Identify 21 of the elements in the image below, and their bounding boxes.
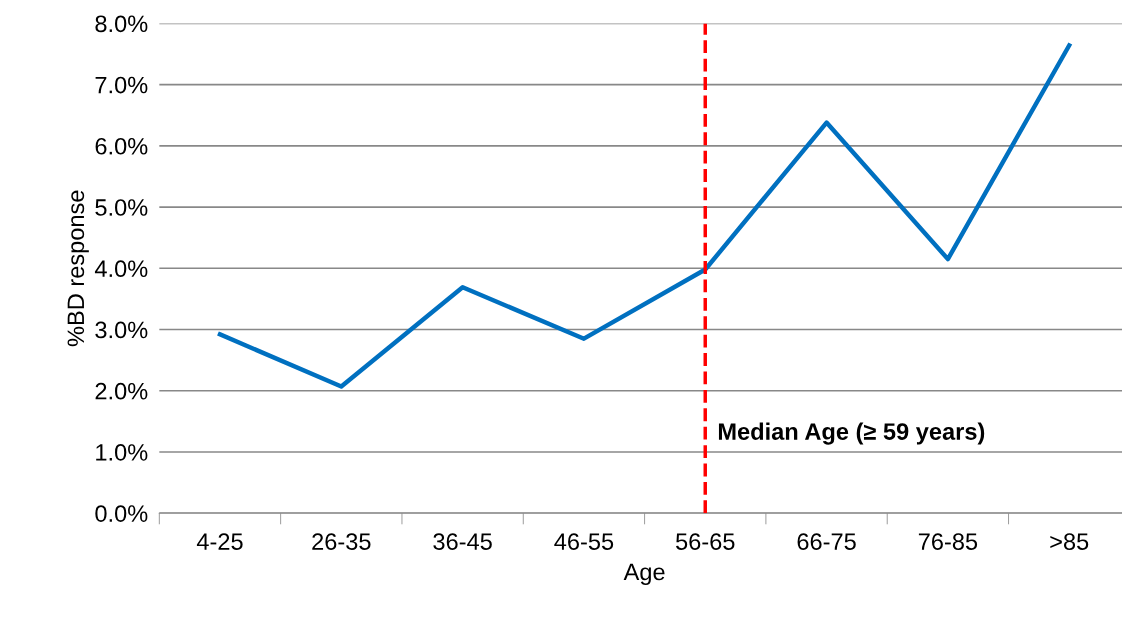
x-tick-label: 56-65 — [676, 533, 735, 550]
y-tick-label: 0.0% — [95, 505, 148, 522]
x-tick-label: 36-45 — [433, 533, 492, 550]
x-axis-title: Age — [623, 563, 665, 585]
x-tick-label: 66-75 — [797, 533, 856, 550]
y-tick-label: 1.0% — [96, 444, 148, 461]
x-tick-label: 26-35 — [312, 533, 371, 550]
line-series — [217, 43, 1072, 389]
y-tick-label: 6.0% — [95, 137, 148, 155]
y-tick-label: 3.0% — [95, 321, 148, 339]
y-tick-label: 7.0% — [95, 76, 148, 94]
y-axis-title: %BD response — [67, 190, 89, 347]
x-tick-label: 46-55 — [554, 533, 614, 550]
y-tick-label: 8.0% — [95, 15, 148, 33]
y-tick-label: 2.0% — [95, 382, 148, 400]
x-tick-label: 4-25 — [196, 533, 243, 550]
x-tick-label: >85 — [1050, 533, 1089, 550]
ref-line-label: Median Age (≥ 59 years) — [718, 422, 985, 445]
y-tick-label: 5.0% — [95, 199, 148, 216]
y-tick-label: 4.0% — [94, 260, 148, 278]
x-tick-label: 76-85 — [918, 533, 978, 550]
